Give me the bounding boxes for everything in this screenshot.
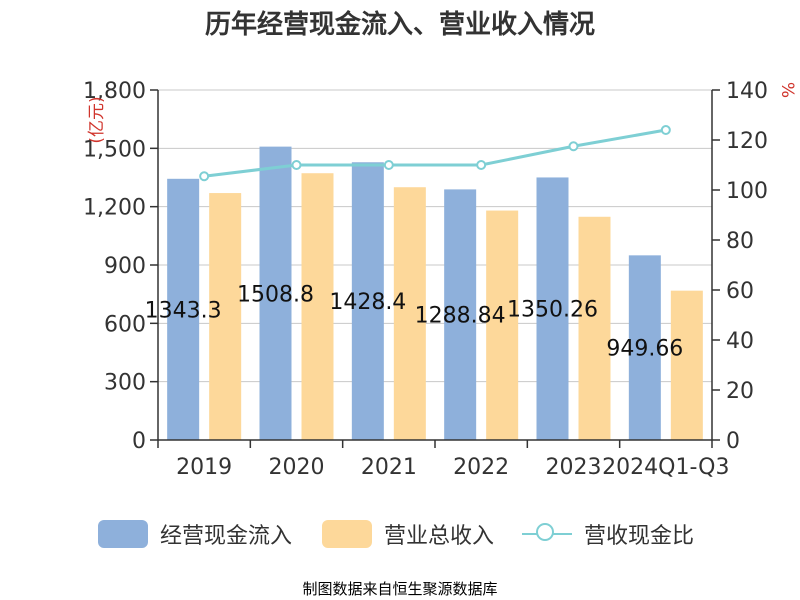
- ratio-line-path: [203, 128, 667, 178]
- bar-value-label: 1343.3: [145, 298, 222, 323]
- x-tick-label: 2021: [361, 455, 417, 480]
- y-left-tick-label: 600: [104, 312, 146, 337]
- legend-label-cash-inflow: 经营现金流入: [160, 524, 293, 549]
- chart-canvas: 0 300 600 900 1,200 1,500 1,800 0 20 40 60 80 100 120…: [83, 79, 797, 480]
- bar-value-label: 949.66: [606, 337, 683, 362]
- axes: 0 300 600 900 1,200 1,500 1,800 0 20 40 60 80 100 120…: [83, 79, 797, 480]
- bar-value-label: 1350.26: [507, 298, 598, 323]
- bar-revenue: [209, 193, 242, 440]
- bar-cash-inflow: [259, 146, 292, 440]
- bar-cash-inflow: [444, 189, 477, 440]
- bar-value-label: 1288.84: [415, 304, 506, 329]
- legend-label-ratio: 营收现金比: [584, 524, 695, 549]
- ratio-point: [383, 160, 394, 170]
- bar-revenue: [578, 216, 611, 440]
- bar-value-label: 1428.4: [329, 290, 406, 315]
- chart-title: 历年经营现金流入、营业收入情况: [204, 10, 595, 40]
- legend-swatch-revenue: [322, 520, 372, 548]
- legend: 经营现金流入 营业总收入 营收现金比: [0, 512, 800, 556]
- gridlines: [158, 89, 712, 383]
- y-right-tick-label: 140: [726, 79, 768, 104]
- y-right-tick-label: 0: [726, 429, 740, 454]
- bar-revenue: [486, 210, 519, 440]
- y-left-tick-label: 900: [104, 254, 146, 279]
- ratio-point: [291, 160, 302, 170]
- x-tick-label: 2020: [269, 455, 325, 480]
- x-tick-label: 2019: [176, 455, 232, 480]
- legend-item-revenue[interactable]: 营业总收入: [322, 512, 494, 556]
- y-right-tick-label: 40: [726, 329, 754, 354]
- bar-value-label: 1508.8: [237, 282, 314, 307]
- source-note: 制图数据来自恒生聚源数据库: [302, 580, 498, 598]
- y-right-tick-label: 100: [726, 179, 768, 204]
- bar-cash-inflow: [536, 177, 569, 440]
- y-right-tick-label: 20: [726, 379, 754, 404]
- ratio-point: [476, 160, 487, 170]
- x-tick-label: 2024Q1-Q3: [602, 455, 729, 480]
- bar-revenue: [301, 173, 334, 440]
- y-left-tick-label: 0: [132, 429, 146, 454]
- legend-item-ratio[interactable]: 营收现金比: [522, 512, 694, 556]
- y-left-tick-label: 1,500: [83, 137, 146, 162]
- y-left-tick-label: 300: [104, 371, 146, 396]
- y-right-tick-label: 60: [726, 279, 754, 304]
- ratio-line: [199, 125, 671, 182]
- data-labels: 1343.3 1508.8 1428.4 1288.84 1350.26 949.66: [145, 282, 684, 361]
- bar-cash-inflow: [351, 162, 384, 440]
- y-left-tick-label: 1,800: [83, 79, 146, 104]
- bar-cash-inflow: [167, 178, 200, 440]
- bar-revenue: [393, 187, 426, 440]
- bar-revenue: [670, 290, 703, 440]
- y-left-unit: (亿元): [87, 96, 107, 143]
- legend-swatch-ratio: [522, 520, 572, 548]
- legend-item-cash-inflow[interactable]: 经营现金流入: [98, 512, 292, 556]
- y-left-tick-label: 1,200: [83, 196, 146, 221]
- bar-cash-inflow: [628, 255, 661, 440]
- y-right-unit: %: [777, 82, 797, 98]
- legend-label-revenue: 营业总收入: [384, 524, 495, 549]
- x-tick-label: 2022: [453, 455, 509, 480]
- x-tick-label: 2023: [546, 455, 602, 480]
- y-right-tick-label: 80: [726, 229, 754, 254]
- ratio-point: [568, 141, 579, 152]
- ratio-point: [660, 125, 671, 135]
- bars: [167, 146, 703, 440]
- ratio-point: [199, 171, 210, 182]
- legend-swatch-cash-inflow: [98, 520, 148, 548]
- y-right-tick-label: 120: [726, 129, 768, 154]
